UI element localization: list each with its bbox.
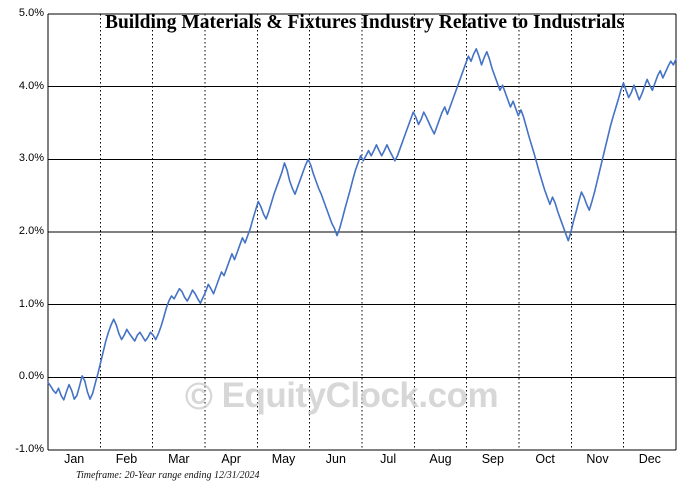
y-axis-tick-label: 0.0%	[18, 370, 44, 383]
x-axis-tick-label: Jun	[325, 452, 346, 466]
x-axis-tick-label: Apr	[221, 452, 241, 466]
y-axis-tick-label: 3.0%	[18, 152, 44, 165]
y-axis-tick-label: 5.0%	[18, 7, 44, 19]
x-axis-tick-label: Oct	[535, 452, 555, 466]
x-axis-tick-label: Mar	[168, 452, 190, 466]
x-axis-tick-label: Sep	[481, 452, 504, 466]
page-title: Building Materials & Fixtures Industry R…	[104, 12, 625, 33]
y-axis-tick-label: 1.0%	[18, 297, 44, 310]
y-axis-tick-label: -1.0%	[15, 443, 44, 455]
x-axis-tick-label: Feb	[115, 452, 138, 466]
x-axis-tick-label: Dec	[638, 452, 661, 466]
x-axis-tick-label: Jul	[380, 452, 397, 466]
x-axis-tick-label: May	[271, 452, 296, 466]
x-axis-tick-label: Nov	[586, 452, 609, 466]
series-line	[47, 48, 677, 401]
x-axis-tick-label: Jan	[64, 452, 85, 466]
y-axis-tick-label: 2.0%	[18, 225, 44, 237]
chart-subtitle: Timeframe: 20-Year range ending 12/31/20…	[76, 470, 260, 481]
x-axis-tick-label: Aug	[429, 452, 452, 466]
y-axis-tick-label: 4.0%	[18, 79, 44, 92]
